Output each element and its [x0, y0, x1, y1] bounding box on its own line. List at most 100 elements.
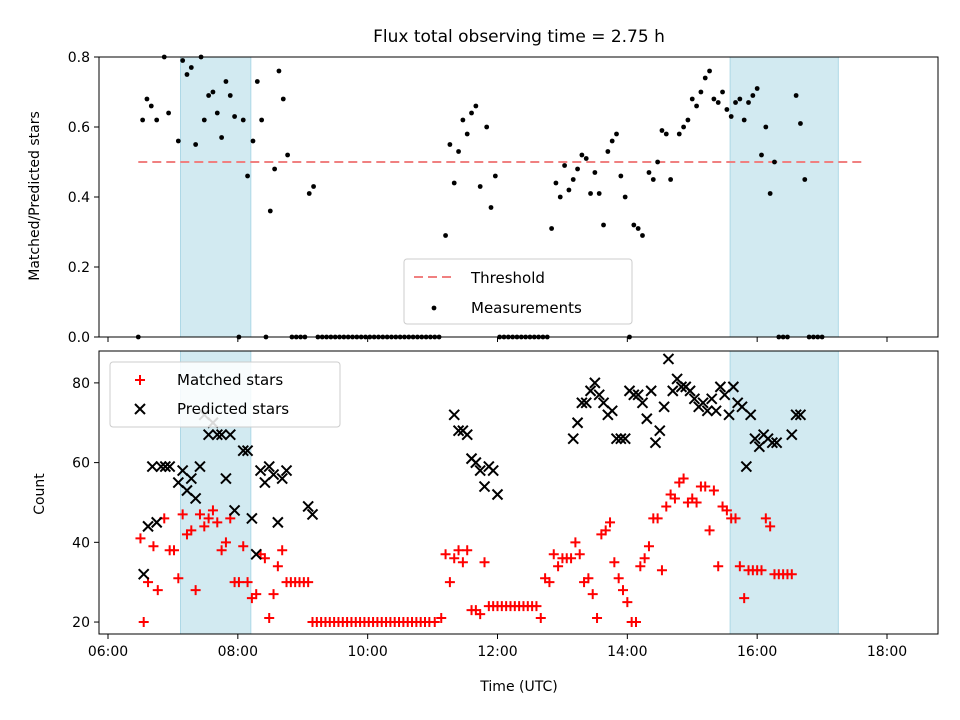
data-point	[589, 377, 601, 389]
data-point	[268, 589, 279, 600]
data-point	[723, 409, 735, 421]
y-tick-label: 40	[72, 535, 90, 551]
data-point	[311, 184, 316, 189]
data-point	[155, 460, 167, 473]
data-point	[786, 569, 797, 580]
data-point	[272, 561, 283, 572]
data-point	[574, 549, 585, 560]
data-point	[618, 585, 629, 596]
data-point	[668, 177, 674, 182]
data-point	[440, 549, 451, 560]
data-point	[461, 428, 473, 441]
data-point	[470, 456, 482, 469]
data-point	[206, 93, 212, 98]
data-point	[694, 103, 699, 109]
data-point	[802, 177, 808, 182]
data-point	[766, 436, 779, 449]
bottom-y-axis-label: Count	[32, 473, 48, 515]
data-point	[138, 617, 149, 628]
legend-predicted-swatch	[134, 403, 146, 415]
data-point	[593, 389, 605, 401]
data-point	[276, 472, 288, 485]
legend-predicted-label: Predicted stars	[177, 400, 289, 418]
data-point	[610, 432, 623, 445]
data-point	[798, 121, 803, 126]
data-point	[177, 509, 188, 520]
data-point	[790, 409, 802, 421]
data-point	[553, 561, 564, 572]
data-point	[669, 493, 680, 504]
data-point	[567, 432, 579, 445]
data-point	[701, 405, 714, 417]
data-point	[605, 149, 611, 154]
data-point	[600, 525, 611, 536]
data-point	[242, 577, 253, 588]
data-point	[220, 537, 231, 548]
data-point	[767, 191, 773, 196]
data-point	[724, 107, 730, 112]
data-point	[237, 444, 249, 457]
data-point	[478, 480, 491, 493]
data-point	[186, 525, 197, 536]
x-tick-label: 14:00	[607, 644, 647, 660]
data-point	[188, 65, 194, 70]
data-point	[193, 142, 199, 147]
legend-box	[109, 361, 341, 428]
data-point	[429, 617, 440, 628]
data-point	[583, 573, 594, 584]
data-point	[613, 573, 624, 584]
data-point	[584, 385, 597, 397]
x-tick-label: 18:00	[867, 644, 907, 660]
data-point	[154, 117, 160, 123]
data-point	[228, 504, 241, 517]
data-point	[650, 177, 656, 182]
data-point	[704, 525, 715, 536]
data-point	[263, 460, 275, 473]
data-point	[245, 173, 250, 179]
data-point	[223, 79, 229, 84]
series-predicted-stars	[137, 353, 807, 580]
data-point	[148, 541, 159, 552]
data-point	[615, 432, 627, 445]
data-point	[254, 79, 260, 84]
data-point	[479, 557, 490, 568]
data-point	[702, 75, 708, 81]
x-axis-label: Time (UTC)	[479, 679, 557, 695]
data-point	[152, 585, 163, 596]
data-point	[714, 381, 727, 393]
data-point	[451, 180, 457, 186]
data-point	[641, 413, 653, 425]
observing-window-1	[729, 56, 839, 338]
data-point	[688, 393, 701, 405]
data-point	[622, 597, 633, 608]
data-point	[272, 166, 278, 172]
data-point	[570, 537, 581, 548]
data-point	[646, 170, 652, 175]
data-point	[142, 520, 154, 533]
data-point	[654, 425, 666, 437]
data-point	[246, 512, 258, 525]
data-point	[264, 613, 275, 624]
data-point	[250, 548, 262, 560]
data-point	[254, 464, 267, 477]
data-point	[640, 233, 645, 238]
data-point	[678, 473, 689, 484]
x-tick-label: 08:00	[218, 644, 258, 660]
data-point	[267, 468, 280, 481]
data-point	[645, 385, 657, 397]
data-point	[685, 117, 691, 123]
data-point	[793, 93, 799, 98]
data-point	[706, 393, 718, 405]
data-point	[618, 173, 624, 179]
legend-matched-swatch	[135, 375, 145, 385]
x-tick-label: 06:00	[88, 644, 128, 660]
data-point	[772, 159, 777, 165]
x-tick-label: 10:00	[347, 644, 387, 660]
data-point	[676, 131, 682, 137]
data-point	[635, 226, 641, 231]
data-point	[622, 194, 628, 200]
data-point	[720, 89, 725, 95]
data-point	[765, 521, 776, 532]
data-point	[238, 541, 249, 552]
data-point	[794, 409, 807, 421]
